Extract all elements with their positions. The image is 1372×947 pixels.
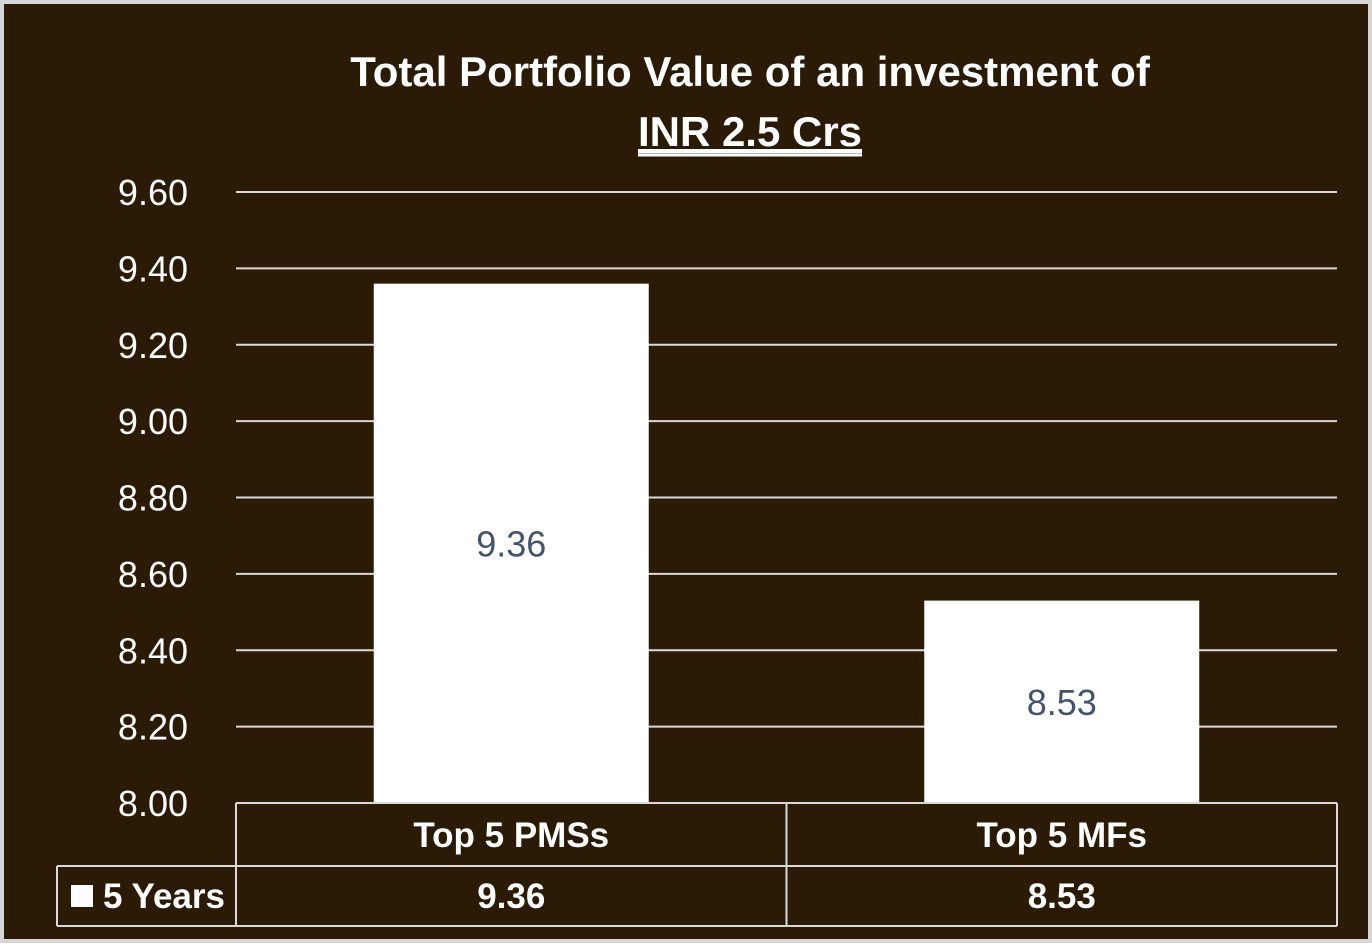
- bar: [924, 600, 1200, 803]
- y-tick-label: 8.80: [118, 478, 188, 519]
- table-value: 8.53: [1028, 877, 1096, 916]
- chart-canvas: Total Portfolio Value of an investment o…: [56, 48, 1338, 927]
- x-category-label: Top 5 MFs: [977, 816, 1147, 855]
- data-labels: 9.36 8.53: [476, 523, 1097, 722]
- bar-data-label: 8.53: [1027, 682, 1097, 723]
- data-table: Top 5 PMSs 9.36 Top 5 MFs 8.53 5 Years: [56, 802, 1338, 927]
- legend-series-name: 5 Years: [103, 877, 225, 916]
- y-tick-label: 9.40: [118, 248, 188, 289]
- legend-key: [71, 885, 93, 907]
- chart-title-line2: INR 2.5 Crs: [638, 108, 862, 155]
- y-tick-label: 9.60: [118, 172, 188, 213]
- y-axis-tick-labels: 8.00 8.20 8.40 8.60 8.80 9.00 9.20 9.40 9.60: [118, 172, 188, 824]
- chart-title-line1: Total Portfolio Value of an investment o…: [350, 48, 1151, 95]
- table-value: 9.36: [477, 877, 545, 916]
- x-category-label: Top 5 PMSs: [413, 816, 609, 855]
- y-tick-label: 9.00: [118, 401, 188, 442]
- y-tick-label: 8.20: [118, 707, 188, 748]
- bar-data-label: 9.36: [476, 523, 546, 564]
- bar: [373, 283, 649, 803]
- y-tick-label: 8.40: [118, 630, 188, 671]
- bars: [373, 283, 1200, 803]
- y-tick-label: 8.60: [118, 554, 188, 595]
- y-tick-label: 9.20: [118, 325, 188, 366]
- y-tick-label: 8.00: [118, 783, 188, 824]
